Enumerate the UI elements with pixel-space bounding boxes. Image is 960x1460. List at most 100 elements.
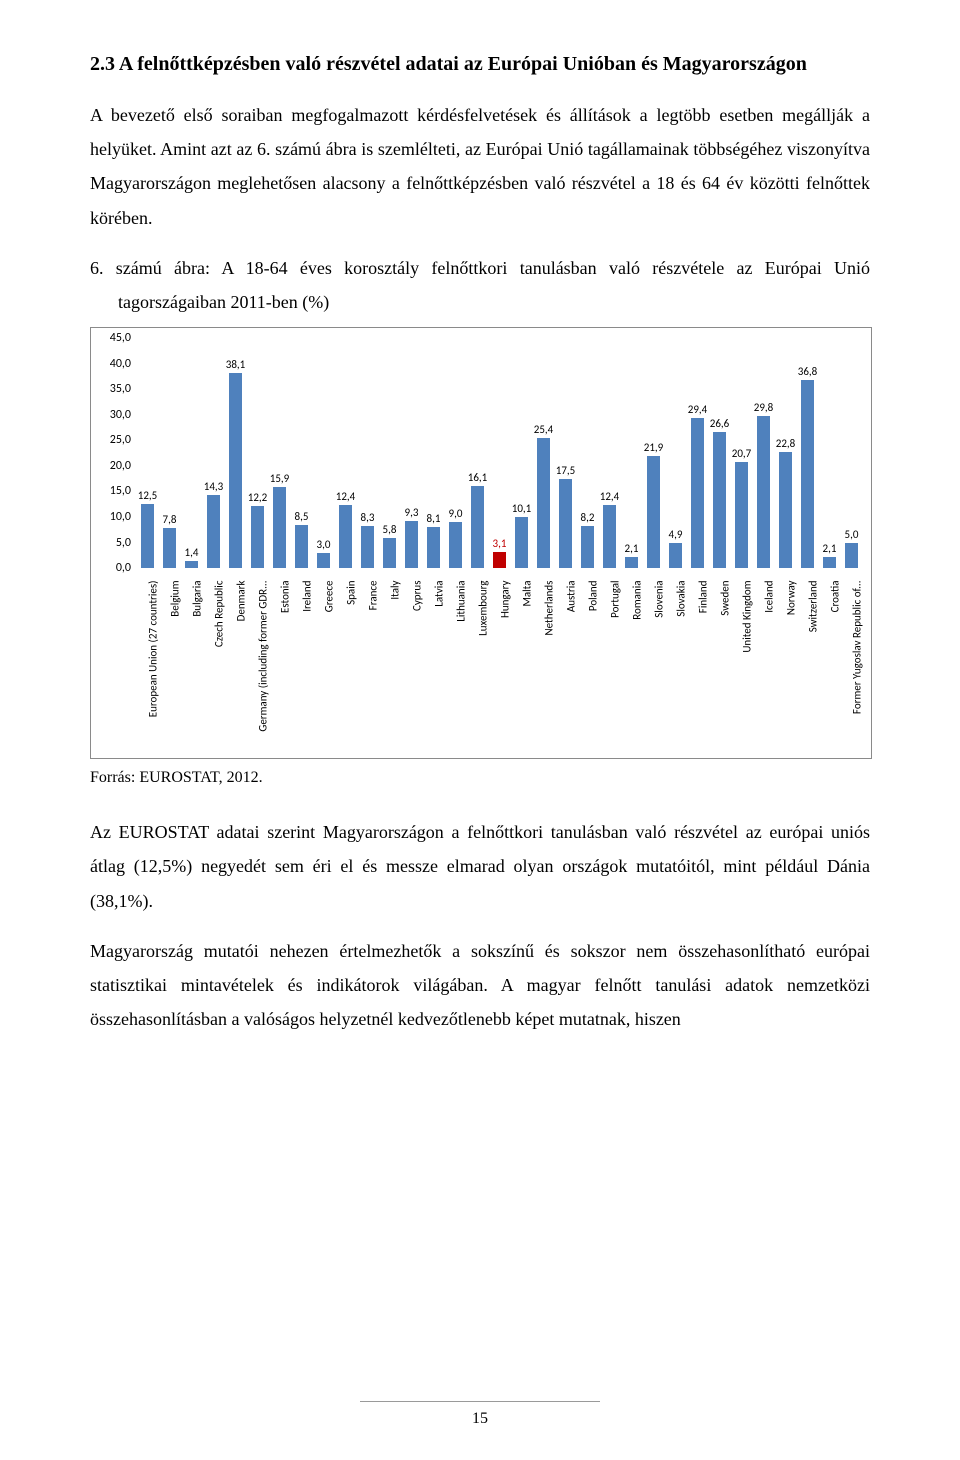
chart-xtick-label: Netherlands xyxy=(542,581,555,751)
chart-xtick-label: Sweden xyxy=(718,581,731,751)
chart-xtick-label: Germany (including former GDR... xyxy=(256,581,269,751)
chart-bar xyxy=(581,526,594,568)
chart-bar-value: 8,3 xyxy=(361,511,375,524)
chart-bar-value: 29,4 xyxy=(688,403,707,416)
chart-xtick-label: Estonia xyxy=(278,581,291,751)
chart-bar xyxy=(669,543,682,568)
chart-bar xyxy=(383,538,396,568)
chart-ytick: 25,0 xyxy=(91,433,131,447)
paragraph-3: Magyarország mutatói nehezen értelmezhet… xyxy=(90,934,870,1037)
footer-rule xyxy=(360,1401,600,1402)
chart-bar xyxy=(713,432,726,568)
chart-bar xyxy=(493,552,506,568)
bar-chart: 12,57,81,414,338,112,215,98,53,012,48,35… xyxy=(90,327,872,759)
chart-ytick: 35,0 xyxy=(91,382,131,396)
chart-bar-value: 17,5 xyxy=(556,464,575,477)
chart-bar-value: 16,1 xyxy=(468,471,487,484)
chart-bar xyxy=(251,506,264,568)
chart-ytick: 15,0 xyxy=(91,484,131,498)
chart-xtick-label: Bulgaria xyxy=(190,581,203,751)
chart-bar xyxy=(779,452,792,569)
chart-bar xyxy=(207,495,220,568)
chart-ytick: 40,0 xyxy=(91,357,131,371)
chart-bar-value: 10,1 xyxy=(512,502,531,515)
chart-bar-value: 4,9 xyxy=(669,528,683,541)
chart-bar-value: 12,4 xyxy=(600,490,619,503)
chart-xtick-label: Latvia xyxy=(432,581,445,751)
paragraph-2: Az EUROSTAT adatai szerint Magyarországo… xyxy=(90,815,870,918)
chart-xtick-label: European Union (27 countries) xyxy=(146,581,159,751)
chart-bar xyxy=(515,517,528,569)
chart-xtick-label: Portugal xyxy=(608,581,621,751)
chart-xtick-label: Malta xyxy=(520,581,533,751)
chart-bar-value: 2,1 xyxy=(823,542,837,555)
chart-bar-value: 2,1 xyxy=(625,542,639,555)
chart-xtick-label: Switzerland xyxy=(806,581,819,751)
chart-bar-value: 5,0 xyxy=(845,528,859,541)
chart-xtick-label: Denmark xyxy=(234,581,247,751)
chart-bar xyxy=(295,525,308,568)
document-page: 2.3 A felnőttképzésben való részvétel ad… xyxy=(0,0,960,1460)
chart-bar-value: 3,0 xyxy=(317,538,331,551)
chart-bar xyxy=(317,553,330,568)
chart-xtick-label: Cyprus xyxy=(410,581,423,751)
chart-bar-value: 1,4 xyxy=(185,546,199,559)
chart-xtick-label: Iceland xyxy=(762,581,775,751)
chart-bar-value: 5,8 xyxy=(383,523,397,536)
page-number: 15 xyxy=(472,1410,488,1427)
chart-bar xyxy=(625,557,638,568)
chart-ytick: 10,0 xyxy=(91,510,131,524)
chart-xtick-label: United Kingdom xyxy=(740,581,753,751)
paragraph-1: A bevezető első soraiban megfogalmazott … xyxy=(90,98,870,235)
chart-bar xyxy=(691,418,704,568)
chart-bar xyxy=(361,526,374,568)
chart-xtick-label: Ireland xyxy=(300,581,313,751)
chart-bar xyxy=(845,543,858,569)
page-footer: 15 xyxy=(0,1401,960,1428)
chart-bar xyxy=(163,528,176,568)
chart-xtick-label: Spain xyxy=(344,581,357,751)
chart-bar-value: 8,5 xyxy=(295,510,309,523)
chart-bar xyxy=(449,522,462,568)
chart-xtick-label: France xyxy=(366,581,379,751)
chart-xtick-label: Austria xyxy=(564,581,577,751)
chart-bar xyxy=(823,557,836,568)
chart-xtick-label: Italy xyxy=(388,581,401,751)
chart-ytick: 20,0 xyxy=(91,459,131,473)
chart-bar xyxy=(603,505,616,568)
chart-xtick-label: Finland xyxy=(696,581,709,751)
chart-bar-value: 12,2 xyxy=(248,491,267,504)
chart-bar-value: 21,9 xyxy=(644,441,663,454)
chart-xtick-label: Slovenia xyxy=(652,581,665,751)
chart-ytick: 45,0 xyxy=(91,331,131,345)
chart-bar xyxy=(229,373,242,568)
chart-xtick-label: Former Yugoslav Republic of... xyxy=(850,581,863,751)
chart-xtick-label: Belgium xyxy=(168,581,181,751)
chart-bar-value: 38,1 xyxy=(226,358,245,371)
figure-caption: 6. számú ábra: A 18-64 éves korosztály f… xyxy=(90,251,870,319)
chart-xtick-label: Hungary xyxy=(498,581,511,751)
chart-bar-value: 9,3 xyxy=(405,506,419,519)
section-heading: 2.3 A felnőttképzésben való részvétel ad… xyxy=(90,50,870,78)
chart-bar xyxy=(185,561,198,568)
chart-bar-value: 29,8 xyxy=(754,401,773,414)
chart-bar xyxy=(537,438,550,568)
chart-xtick-label: Romania xyxy=(630,581,643,751)
chart-ytick: 0,0 xyxy=(91,561,131,575)
chart-bar-value: 9,0 xyxy=(449,507,463,520)
chart-xtick-label: Luxembourg xyxy=(476,581,489,751)
chart-bar-value: 12,4 xyxy=(336,490,355,503)
chart-ytick: 30,0 xyxy=(91,408,131,422)
chart-ytick: 5,0 xyxy=(91,536,131,550)
chart-xtick-label: Slovakia xyxy=(674,581,687,751)
chart-bar-value: 8,1 xyxy=(427,512,441,525)
figure-source: Forrás: EUROSTAT, 2012. xyxy=(90,769,870,787)
chart-bar-value: 8,2 xyxy=(581,511,595,524)
chart-xtick-label: Greece xyxy=(322,581,335,751)
chart-bar-value: 22,8 xyxy=(776,437,795,450)
chart-xtick-label: Poland xyxy=(586,581,599,751)
chart-bar-value: 36,8 xyxy=(798,365,817,378)
chart-bar-value: 20,7 xyxy=(732,447,751,460)
chart-xtick-label: Croatia xyxy=(828,581,841,751)
chart-bar xyxy=(141,504,154,568)
